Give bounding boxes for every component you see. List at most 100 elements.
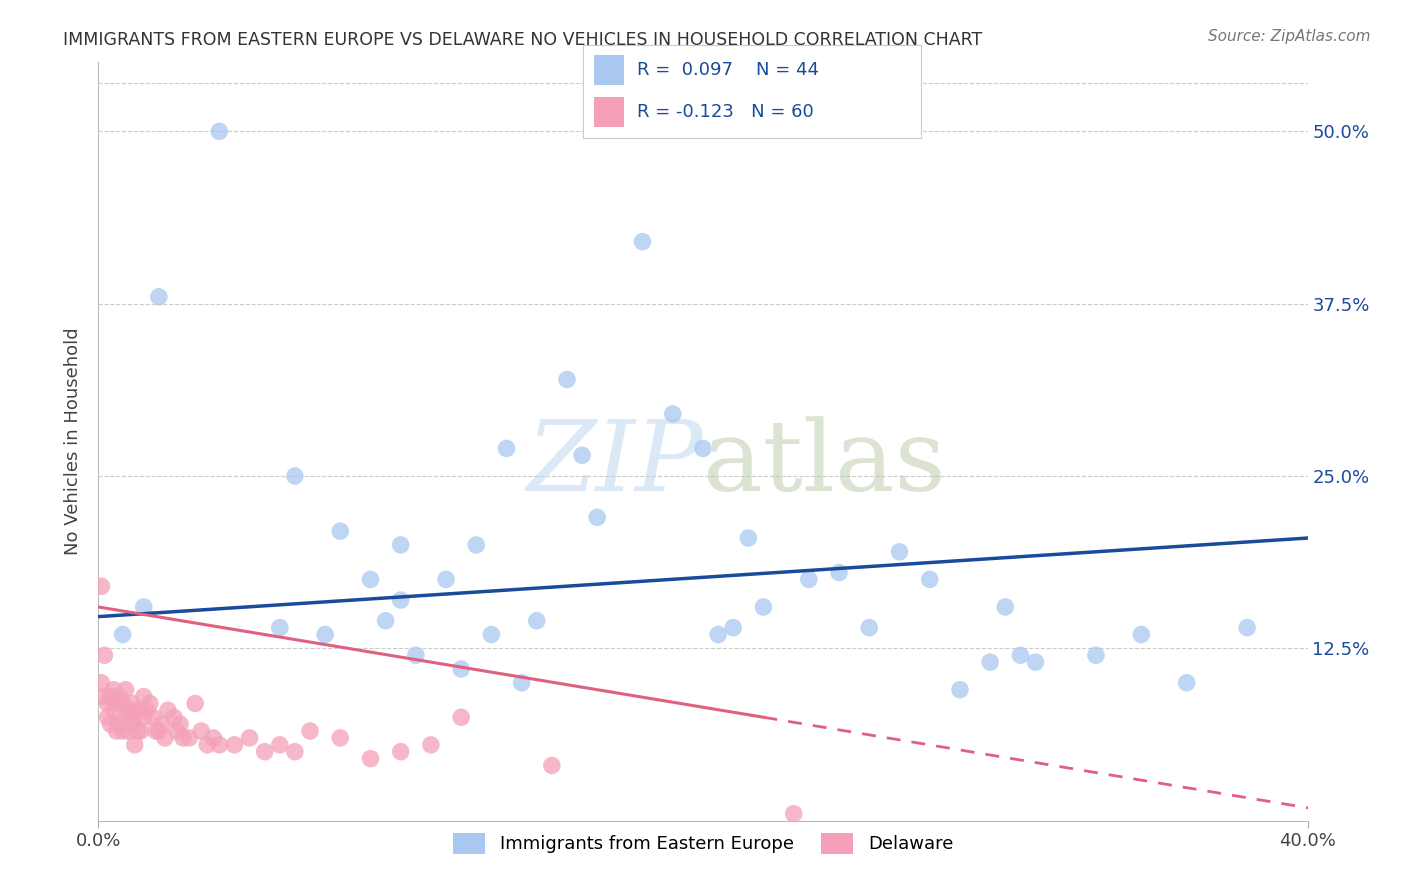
Point	[184, 697, 207, 711]
Point	[153, 731, 176, 745]
Text: R =  0.097    N = 44: R = 0.097 N = 44	[637, 61, 820, 78]
Point	[105, 724, 128, 739]
Point	[103, 703, 125, 717]
Point	[949, 682, 972, 697]
Point	[1024, 655, 1046, 669]
Point	[239, 731, 262, 745]
Point	[918, 573, 941, 587]
Point	[148, 290, 170, 304]
Point	[450, 662, 472, 676]
Point	[224, 738, 246, 752]
Point	[96, 697, 118, 711]
Text: R = -0.123   N = 60: R = -0.123 N = 60	[637, 103, 814, 121]
Point	[389, 538, 412, 552]
Point	[135, 703, 157, 717]
Point	[1010, 648, 1032, 663]
Bar	[593, 55, 624, 85]
Point	[156, 703, 179, 717]
Point	[132, 599, 155, 614]
Point	[1130, 627, 1153, 641]
Point	[96, 710, 118, 724]
Point	[169, 717, 191, 731]
Point	[166, 724, 188, 739]
Point	[253, 745, 276, 759]
Point	[103, 682, 125, 697]
Point	[661, 407, 683, 421]
Point	[93, 648, 115, 663]
Point	[100, 717, 122, 731]
Point	[555, 372, 578, 386]
Point	[858, 621, 880, 635]
Point	[118, 724, 141, 739]
Point	[692, 442, 714, 456]
Point	[707, 627, 730, 641]
Point	[90, 579, 112, 593]
Point	[481, 627, 503, 641]
Point	[329, 524, 352, 538]
Point	[314, 627, 336, 641]
Point	[132, 690, 155, 704]
Text: IMMIGRANTS FROM EASTERN EUROPE VS DELAWARE NO VEHICLES IN HOUSEHOLD CORRELATION : IMMIGRANTS FROM EASTERN EUROPE VS DELAWA…	[63, 31, 983, 49]
Point	[269, 738, 291, 752]
Point	[405, 648, 427, 663]
Point	[571, 448, 593, 462]
Point	[374, 614, 396, 628]
Point	[723, 621, 745, 635]
Point	[108, 717, 131, 731]
Point	[124, 710, 146, 724]
Text: ZIP: ZIP	[527, 417, 703, 512]
Point	[269, 621, 291, 635]
Point	[889, 545, 911, 559]
Point	[195, 738, 218, 752]
Point	[142, 710, 165, 724]
Y-axis label: No Vehicles in Household: No Vehicles in Household	[63, 327, 82, 556]
Point	[828, 566, 851, 580]
Point	[118, 703, 141, 717]
Point	[284, 745, 307, 759]
Point	[510, 675, 533, 690]
Point	[540, 758, 562, 772]
Point	[114, 682, 136, 697]
Point	[111, 627, 134, 641]
Point	[299, 724, 322, 739]
Point	[450, 710, 472, 724]
Point	[284, 469, 307, 483]
Point	[132, 710, 155, 724]
Point	[124, 738, 146, 752]
Point	[163, 710, 186, 724]
Point	[179, 731, 201, 745]
Point	[100, 690, 122, 704]
Point	[114, 710, 136, 724]
Point	[495, 442, 517, 456]
Point	[420, 738, 443, 752]
Point	[1085, 648, 1108, 663]
Point	[979, 655, 1001, 669]
Point	[994, 599, 1017, 614]
Point	[783, 806, 806, 821]
Point	[202, 731, 225, 745]
Point	[797, 573, 820, 587]
Point	[121, 717, 143, 731]
Point	[105, 697, 128, 711]
Point	[121, 697, 143, 711]
Point	[150, 717, 173, 731]
Point	[108, 690, 131, 704]
Point	[111, 724, 134, 739]
Point	[93, 690, 115, 704]
Point	[752, 599, 775, 614]
Point	[190, 724, 212, 739]
Point	[145, 724, 167, 739]
Point	[129, 724, 152, 739]
Point	[111, 697, 134, 711]
Legend: Immigrants from Eastern Europe, Delaware: Immigrants from Eastern Europe, Delaware	[446, 826, 960, 861]
Point	[586, 510, 609, 524]
Point	[1175, 675, 1198, 690]
Point	[172, 731, 194, 745]
Point	[465, 538, 488, 552]
Point	[389, 745, 412, 759]
Point	[127, 724, 149, 739]
Point	[208, 124, 231, 138]
Point	[1236, 621, 1258, 635]
Point	[148, 724, 170, 739]
Point	[360, 573, 382, 587]
